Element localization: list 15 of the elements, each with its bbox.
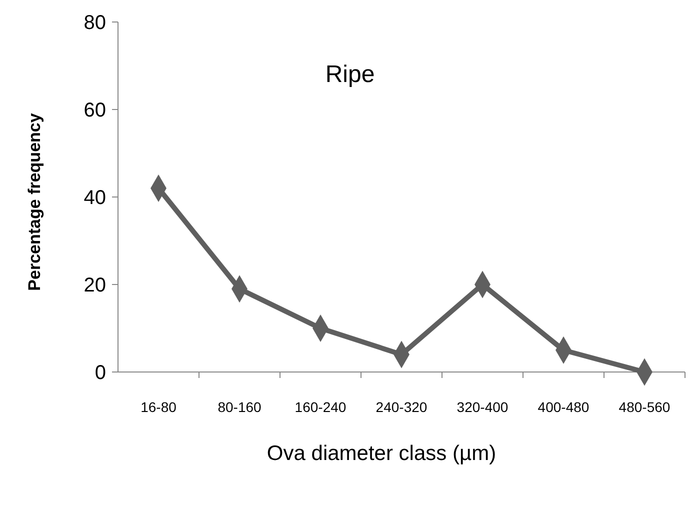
y-tick-label: 60 [84,100,106,122]
x-axis-title: Ova diameter class (µm) [266,442,496,465]
y-tick-label: 20 [84,274,106,296]
x-tick-label: 400-480 [538,399,590,415]
x-tick-label: 16-80 [140,399,177,415]
y-tick-label: 40 [84,187,106,209]
x-tick-label: 80-160 [218,399,262,415]
y-tick-label: 0 [94,362,106,384]
y-tick-label: 80 [84,12,106,34]
x-tick-label: 240-320 [376,399,428,415]
x-tick-label: 160-240 [294,399,346,415]
text: Ripe [325,61,375,88]
y-axis-title: Percentage frequency [25,112,44,291]
x-tick-label: 480-560 [618,399,670,415]
x-tick-label: 320-400 [456,399,508,415]
